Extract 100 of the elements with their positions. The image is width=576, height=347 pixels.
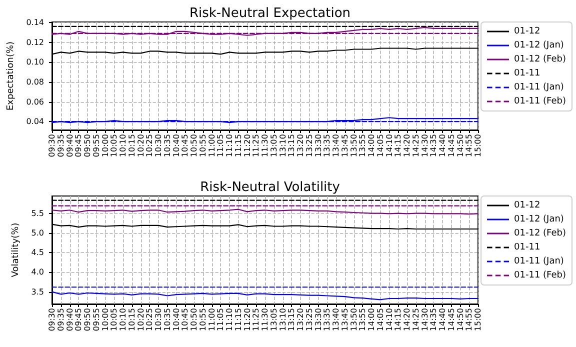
x-tick-label: 09:55 [92,308,101,331]
x-tick-label: 14:25 [411,134,420,158]
x-tick-label: 13:25 [304,134,314,158]
x-tick-label: 09:50 [83,134,92,158]
x-tick-label: 11:25 [252,308,261,331]
legend-label: 01-11 [514,68,540,78]
x-tick-label: 10:00 [100,134,110,158]
y-tick-label: 0.14 [26,18,44,27]
x-tick-label: 11:05 [216,134,226,158]
x-tick-label: 10:15 [127,308,136,331]
x-tick-label: 14:15 [394,134,403,158]
x-tick-label: 10:15 [127,134,136,158]
x-tick-label: 09:30 [48,308,56,331]
legend-label: 01-12 (Jan) [514,214,564,224]
legend-label: 01-12 (Feb) [514,228,566,238]
x-tick-label: 14:55 [464,308,474,331]
x-tick-label: 13:20 [296,308,305,331]
x-tick-label: 13:55 [358,308,368,331]
x-tick-label: 13:05 [269,308,278,331]
x-tick-label: 09:45 [74,308,84,331]
x-tick-label: 13:10 [278,308,288,331]
x-tick-label: 14:45 [446,308,456,331]
x-tick-label: 13:50 [349,308,358,331]
x-tick-label: 10:00 [100,308,110,331]
x-tick-label: 13:50 [349,134,358,158]
x-tick-label: 14:50 [456,134,465,158]
x-tick-label: 10:55 [198,308,208,331]
x-tick-label: 11:00 [207,134,216,158]
x-tick-label: 10:25 [145,308,154,331]
x-tick-label: 09:45 [74,134,84,158]
x-tick-label: 09:30 [48,134,56,158]
x-tick-label: 14:10 [384,134,394,158]
x-tick-label: 14:45 [446,134,456,158]
x-tick-label: 10:30 [154,308,163,331]
y-tick-label: 0.06 [26,97,44,106]
x-tick-label: 13:20 [296,134,305,158]
x-tick-label: 10:40 [172,134,181,158]
legend-label: 01-11 [514,242,540,252]
x-tick-label: 13:25 [304,308,314,331]
x-tick-label: 14:40 [438,308,447,331]
chart-title: Risk-Neutral Expectation [189,6,351,21]
x-tick-label: 14:10 [384,308,394,331]
x-tick-label: 15:00 [474,308,482,331]
x-tick-label: 11:15 [234,134,243,158]
x-tick-label: 10:20 [136,308,146,331]
y-axis-title: Volatility(%) [10,222,21,277]
x-tick-label: 10:40 [172,308,181,331]
y-tick-label: 5.0 [31,228,44,237]
x-tick-label: 14:05 [376,308,385,331]
y-tick-label: 0.04 [26,117,44,126]
legend-label: 01-12 (Feb) [514,54,566,64]
x-tick-label: 11:10 [225,134,234,158]
x-tick-label: 14:20 [402,134,412,158]
x-tick-label: 14:25 [411,308,420,331]
y-tick-label: 4.0 [31,267,44,276]
legend-label: 01-11 (Jan) [514,82,564,92]
x-tick-label: 13:40 [332,308,340,331]
x-tick-label: 11:05 [216,308,226,331]
x-tick-label: 09:40 [65,134,74,158]
x-tick-label: 13:15 [287,134,296,158]
x-tick-label: 11:20 [242,308,252,331]
x-tick-label: 09:40 [65,308,74,331]
x-tick-label: 10:35 [162,308,172,331]
x-tick-label: 10:25 [145,134,154,158]
y-tick-label: 0.10 [26,58,44,67]
y-axis-title: Expectation(%) [6,41,16,111]
x-tick-label: 13:35 [322,134,332,158]
legend-label: 01-11 (Feb) [514,96,566,106]
x-tick-label: 13:45 [340,134,350,158]
x-tick-label: 10:45 [180,308,190,331]
x-tick-label: 14:05 [376,134,385,158]
x-tick-label: 14:35 [429,308,438,331]
x-tick-label: 10:45 [180,134,190,158]
y-tick-label: 0.12 [26,38,44,47]
y-tick-label: 0.08 [26,77,44,86]
y-tick-label: 4.5 [31,248,44,257]
x-tick-label: 14:40 [438,134,447,158]
x-tick-label: 13:30 [314,134,323,158]
x-tick-label: 10:10 [118,308,128,331]
legend-label: 01-11 (Jan) [514,256,564,266]
x-tick-label: 15:00 [474,134,482,158]
x-tick-label: 11:20 [242,134,252,158]
x-tick-label: 13:40 [332,134,340,158]
line-series [51,290,479,300]
x-tick-label: 13:35 [322,308,332,331]
x-tick-label: 10:35 [162,134,172,158]
x-tick-label: 13:05 [269,134,278,158]
x-tick-label: 10:10 [118,134,128,158]
legend-label: 01-12 [514,26,540,36]
x-tick-label: 11:00 [207,308,216,331]
x-tick-label: 10:20 [136,134,146,158]
x-tick-label: 09:35 [56,134,66,158]
x-tick-label: 14:50 [456,308,465,331]
x-tick-label: 11:30 [260,308,270,331]
x-tick-label: 10:05 [110,308,119,331]
x-tick-label: 10:50 [190,134,198,158]
x-tick-label: 13:15 [287,308,296,331]
x-tick-label: 11:15 [234,308,243,331]
y-tick-label: 5.5 [31,208,44,218]
x-tick-label: 09:35 [56,308,66,331]
